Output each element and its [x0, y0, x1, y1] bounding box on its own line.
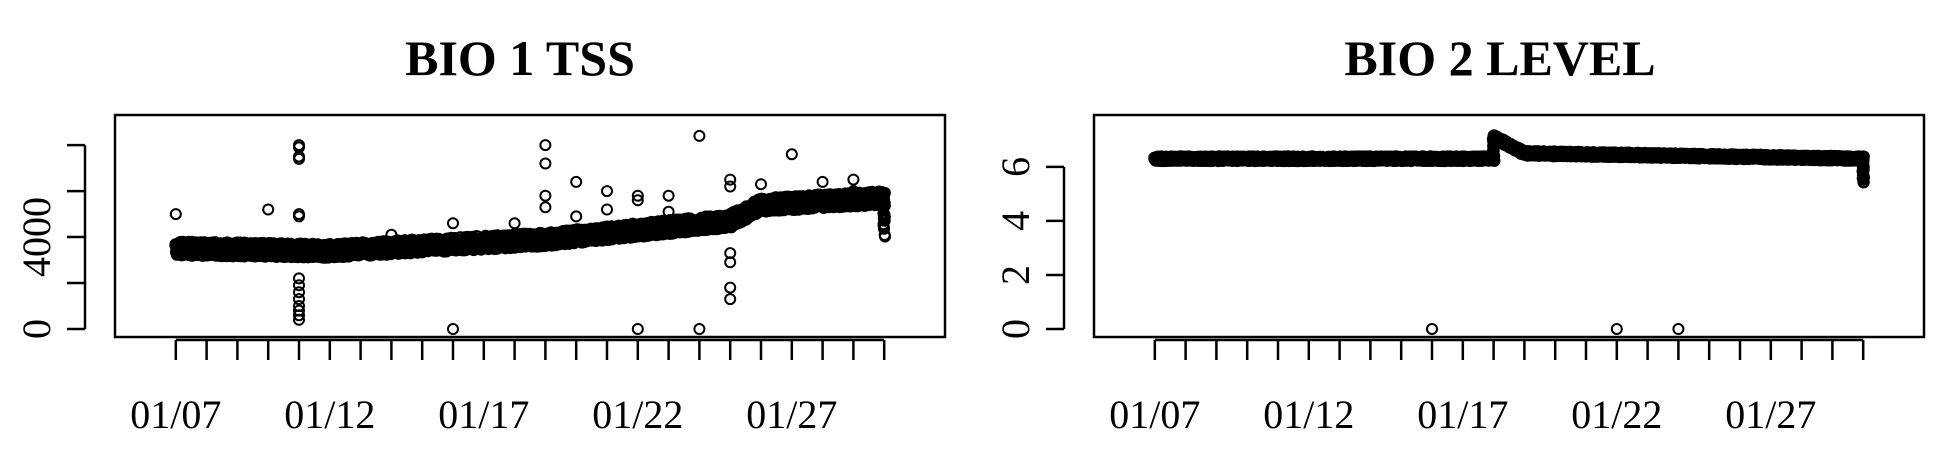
- y-tick-label: 4: [993, 211, 1038, 231]
- data-point-outlier: [724, 180, 737, 193]
- x-axis: 01/07 01/12 01/17 01/22 01/27: [1109, 338, 1865, 437]
- chart-panel-bio1: BIO 1 TSS 0 4000 01/07 01/12 01/17 01/22 01/2…: [14, 30, 947, 437]
- data-point-outlier: [785, 148, 798, 161]
- data-point-outlier: [724, 293, 737, 306]
- x-tick-label: 01/27: [746, 392, 837, 437]
- plot-frame: [113, 113, 947, 339]
- data-point-outlier: [601, 203, 613, 216]
- x-tick-label: 01/27: [1725, 392, 1816, 437]
- data-point-outlier: [631, 323, 644, 335]
- y-axis: 0 4000: [14, 143, 87, 339]
- x-tick-label: 01/17: [438, 392, 529, 437]
- data-point-outlier: [816, 175, 829, 188]
- y-tick-label: 6: [993, 157, 1038, 177]
- x-axis: 01/07 01/12 01/17 01/22 01/27: [130, 338, 886, 437]
- data-point-outlier: [755, 178, 767, 191]
- x-tick-label: 01/12: [1263, 392, 1354, 437]
- data-point-outlier: [447, 217, 459, 230]
- data-point-outlier: [693, 129, 706, 142]
- data-points: [1148, 129, 1870, 335]
- x-tick-label: 01/07: [1109, 392, 1200, 437]
- data-point-outlier: [724, 281, 737, 294]
- data-point-outlier: [539, 189, 552, 202]
- data-point-outlier: [447, 323, 459, 335]
- data-point-outlier: [693, 323, 706, 335]
- data-points: [169, 129, 891, 335]
- data-point-outlier: [262, 203, 275, 216]
- y-tick-label: 0: [14, 319, 59, 339]
- data-point-outlier: [570, 210, 583, 223]
- data-point-outlier: [539, 139, 552, 152]
- x-tick-label: 01/17: [1417, 392, 1508, 437]
- x-tick-label: 01/22: [1571, 392, 1662, 437]
- x-tick-label: 01/12: [284, 392, 375, 437]
- x-tick-label: 01/22: [592, 392, 683, 437]
- y-tick-label: 4000: [14, 197, 59, 277]
- data-point-outlier: [539, 201, 552, 214]
- data-point-outlier: [662, 189, 675, 202]
- data-point-outlier: [508, 217, 521, 230]
- y-tick-label: 0: [993, 319, 1038, 339]
- data-point-outlier: [169, 208, 182, 221]
- data-point-outlier: [847, 173, 860, 186]
- data-point-outlier: [539, 157, 552, 170]
- y-tick-label: 2: [993, 265, 1038, 285]
- data-point-outlier: [570, 175, 583, 188]
- y-axis: 0 2 4 6: [993, 157, 1066, 339]
- x-tick-label: 01/07: [130, 392, 221, 437]
- chart-title: BIO 2 LEVEL: [1344, 30, 1655, 86]
- chart-title: BIO 1 TSS: [405, 30, 635, 86]
- data-point-outlier: [601, 185, 613, 198]
